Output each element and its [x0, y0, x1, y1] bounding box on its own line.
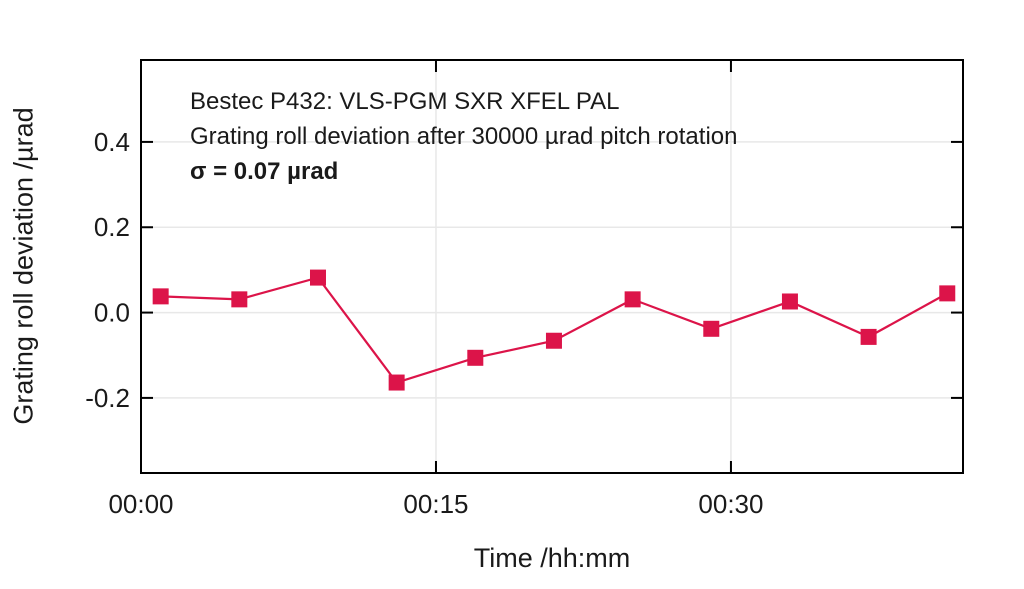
- data-point-marker: [703, 320, 720, 337]
- data-point-marker: [309, 269, 326, 286]
- x-tick-label: 00:15: [403, 489, 468, 519]
- plot-annotation: Bestec P432: VLS-PGM SXR XFEL PAL Gratin…: [190, 84, 737, 189]
- data-point-marker: [467, 349, 484, 366]
- annotation-line-2: Grating roll deviation after 30000 µrad …: [190, 123, 738, 150]
- data-series-line: [160, 276, 948, 384]
- x-tick-label: 00:00: [108, 489, 173, 519]
- y-tick-label: -0.2: [85, 383, 130, 413]
- data-point-marker: [781, 293, 798, 310]
- data-point-marker: [152, 288, 169, 305]
- data-point-marker: [624, 291, 641, 308]
- annotation-line-1: Bestec P432: VLS-PGM SXR XFEL PAL: [190, 88, 620, 115]
- data-point-marker: [545, 332, 562, 349]
- data-point-marker: [939, 285, 956, 302]
- plot-frame: [140, 59, 964, 474]
- y-tick-label: 0.0: [94, 298, 130, 328]
- data-point-marker: [231, 291, 248, 308]
- y-tick-label: 0.2: [94, 212, 130, 242]
- y-tick-label: 0.4: [94, 127, 130, 157]
- x-axis-title: Time /hh:mm: [473, 543, 631, 573]
- y-axis-title: Grating roll deviation /µrad: [8, 107, 39, 425]
- data-point-marker: [860, 328, 877, 345]
- x-tick-label: 00:30: [698, 489, 763, 519]
- annotation-sigma: σ = 0.07 µrad: [190, 158, 339, 185]
- data-point-marker: [388, 374, 405, 391]
